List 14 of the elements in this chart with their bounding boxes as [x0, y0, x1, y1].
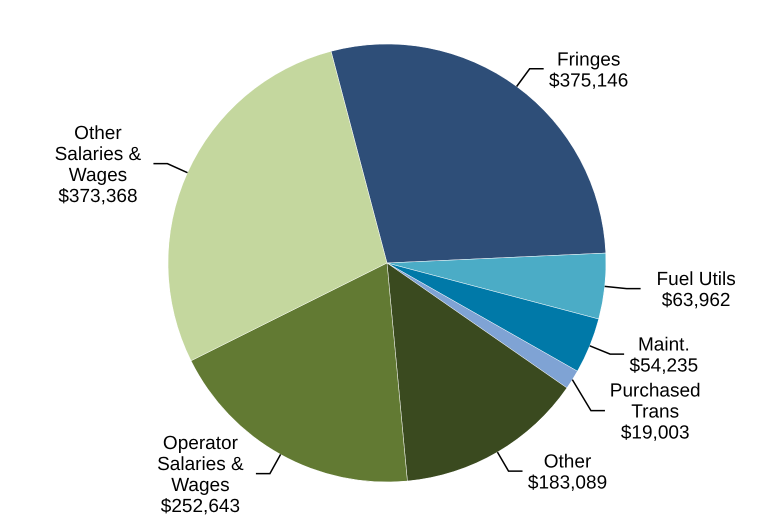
data-label: $183,089 [528, 472, 608, 494]
slice-label: Purchased Trans [610, 380, 701, 423]
data-label: $252,643 [160, 496, 240, 518]
data-label: $19,003 [620, 422, 690, 444]
slice-label: Fringes [556, 49, 620, 70]
slice-label: Operator Salaries & Wages [157, 433, 244, 496]
slice-label: Fuel Utils [656, 269, 736, 290]
data-label: $54,235 [630, 356, 698, 377]
data-label: $375,146 [549, 70, 628, 92]
data-label: $63,962 [662, 290, 730, 312]
data-label: $373,368 [58, 186, 138, 208]
slice-label: Maint. [638, 334, 690, 356]
slice-label: Other Salaries & Wages [54, 123, 142, 186]
slice-label: Other [544, 452, 592, 473]
